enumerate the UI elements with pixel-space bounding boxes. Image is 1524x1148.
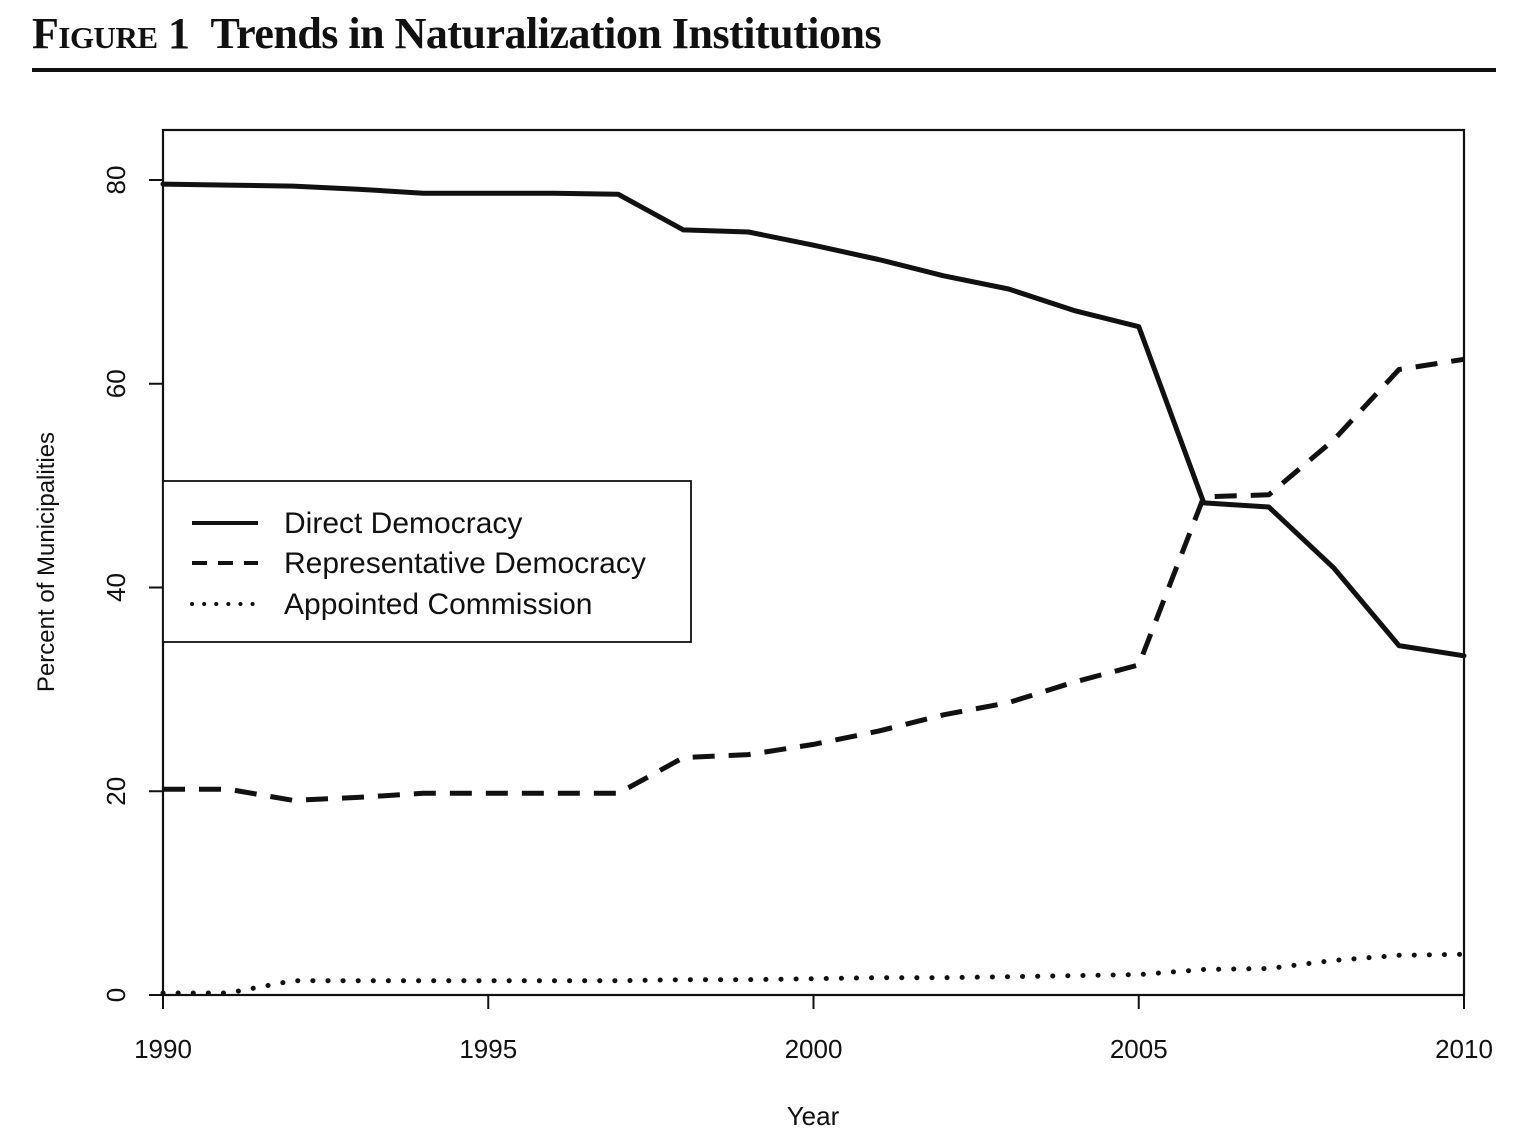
- y-tick-label: 0: [101, 988, 131, 1002]
- y-axis: 0 20 40 60 80: [101, 166, 163, 1002]
- legend: Direct Democracy Representative Democracy…: [162, 480, 692, 643]
- series-line-appointed-commission: [160, 951, 1467, 996]
- x-tick-label: 1990: [134, 1034, 192, 1064]
- legend-label-appointed-commission: Appointed Commission: [284, 588, 592, 621]
- y-tick-label: 60: [101, 369, 131, 398]
- figure-label: Figure 1: [32, 9, 190, 58]
- x-tick-label: 2010: [1435, 1034, 1493, 1064]
- figure-title-text: Trends in Naturalization Institutions: [210, 9, 882, 58]
- x-tick-label: 2005: [1110, 1034, 1168, 1064]
- figure-title: Figure 1 Trends in Naturalization Instit…: [32, 8, 882, 59]
- y-tick-label: 20: [101, 777, 131, 806]
- x-axis: 1990 1995 2000 2005 2010: [134, 995, 1493, 1064]
- y-axis-label: Percent of Municipalities: [33, 432, 60, 692]
- x-tick-label: 2000: [785, 1034, 843, 1064]
- x-tick-label: 1995: [459, 1034, 517, 1064]
- series-layer: [160, 181, 1467, 996]
- x-axis-label: Year: [787, 1101, 840, 1131]
- legend-label-representative-democracy: Representative Democracy: [284, 547, 646, 580]
- y-tick-label: 40: [101, 573, 131, 602]
- legend-label-direct-democracy: Direct Democracy: [284, 507, 522, 540]
- series-line-representative-democracy: [163, 356, 1465, 803]
- title-rule: [32, 68, 1496, 72]
- y-tick-label: 80: [101, 166, 131, 195]
- series-line-direct-democracy: [160, 181, 1467, 659]
